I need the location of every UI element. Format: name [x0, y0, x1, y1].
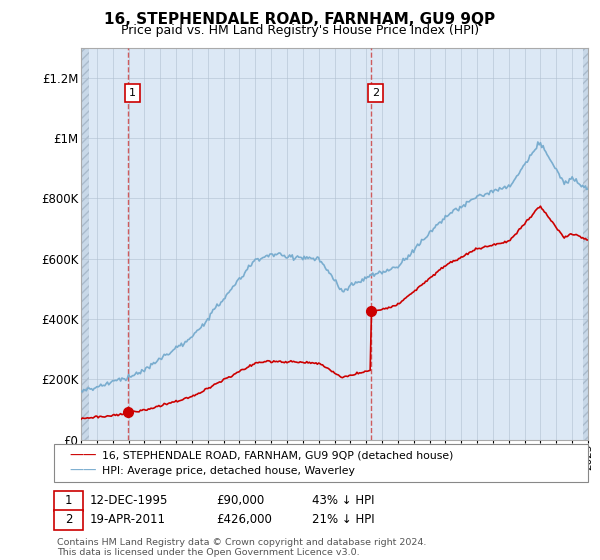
Text: 19-APR-2011: 19-APR-2011 [90, 512, 166, 526]
Bar [583, 48, 588, 440]
Text: Contains HM Land Registry data © Crown copyright and database right 2024.
This d: Contains HM Land Registry data © Crown c… [57, 538, 427, 557]
Text: £90,000: £90,000 [216, 494, 264, 507]
Text: 16, STEPHENDALE ROAD, FARNHAM, GU9 9QP (detached house): 16, STEPHENDALE ROAD, FARNHAM, GU9 9QP (… [102, 450, 454, 460]
Text: ——: —— [69, 464, 97, 478]
Text: 21% ↓ HPI: 21% ↓ HPI [312, 512, 374, 526]
Text: £426,000: £426,000 [216, 512, 272, 526]
Text: 12-DEC-1995: 12-DEC-1995 [90, 494, 169, 507]
Text: Price paid vs. HM Land Registry's House Price Index (HPI): Price paid vs. HM Land Registry's House … [121, 24, 479, 36]
Text: 1: 1 [65, 494, 72, 507]
Text: 2: 2 [372, 88, 379, 98]
Text: HPI: Average price, detached house, Waverley: HPI: Average price, detached house, Wave… [102, 466, 355, 475]
Text: ——: —— [69, 449, 97, 463]
Text: 43% ↓ HPI: 43% ↓ HPI [312, 494, 374, 507]
Bar [81, 48, 89, 440]
Text: 2: 2 [65, 512, 72, 526]
Text: 1: 1 [129, 88, 136, 98]
Text: 16, STEPHENDALE ROAD, FARNHAM, GU9 9QP: 16, STEPHENDALE ROAD, FARNHAM, GU9 9QP [104, 12, 496, 27]
